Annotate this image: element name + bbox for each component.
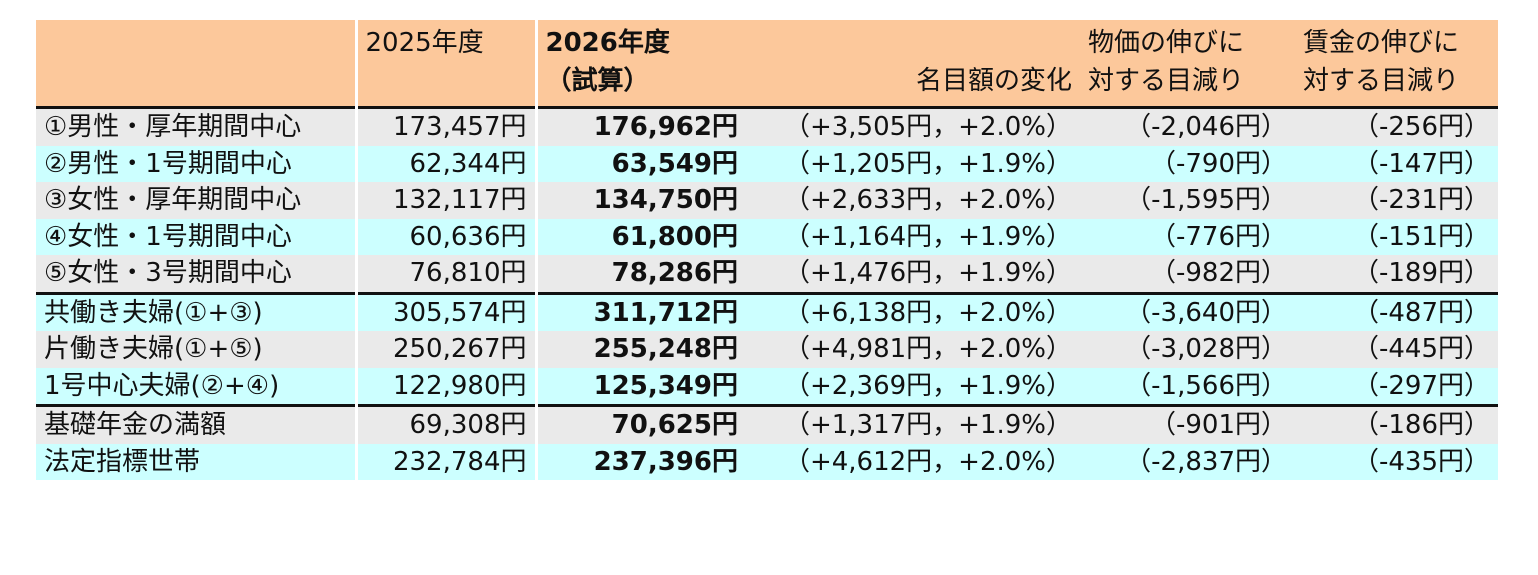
value-2025: 69,308円: [354, 404, 538, 444]
table-row: ①男性・厚年期間中心 173,457円 176,962円 （+3,505円，+2…: [36, 106, 1498, 146]
header-price-line1: 物価の伸びに: [1088, 28, 1245, 58]
value-2025: 305,574円: [354, 291, 538, 331]
wage-reduction: （-151円）: [1295, 218, 1498, 255]
value-2026: 78,286円: [536, 255, 746, 293]
wage-reduction: （-147円）: [1295, 145, 1498, 182]
header-wage-reduction: 賃金の伸びに 対する目減り: [1295, 20, 1498, 108]
table-row: 基礎年金の満額 69,308円 70,625円 （+1,317円，+1.9%） …: [36, 404, 1498, 444]
value-2025: 62,344円: [354, 145, 538, 182]
price-reduction: （-2,046円）: [1080, 106, 1295, 146]
header-2026-year: 2026年度: [545, 28, 670, 58]
row-label: 法定指標世帯: [36, 443, 356, 480]
value-2025: 122,980円: [354, 367, 538, 406]
value-2026: 255,248円: [536, 331, 746, 368]
nominal-change: （+1,205円，+1.9%）: [746, 145, 1080, 182]
price-reduction: （-3,028円）: [1080, 331, 1295, 368]
row-label: ①男性・厚年期間中心: [36, 106, 356, 146]
nominal-change: （+6,138円，+2.0%）: [746, 291, 1080, 331]
pension-table: 2025年度 2026年度 （試算） 名目額の変化 物価の伸びに 対する目減り …: [36, 20, 1498, 480]
nominal-change: （+1,476円，+1.9%）: [746, 255, 1080, 293]
wage-reduction: （-231円）: [1295, 182, 1498, 219]
nominal-change: （+1,317円，+1.9%）: [746, 404, 1080, 444]
value-2025: 173,457円: [354, 106, 538, 146]
wage-reduction: （-297円）: [1295, 367, 1498, 406]
nominal-change: （+1,164円，+1.9%）: [746, 218, 1080, 255]
row-label: ④女性・1号期間中心: [36, 218, 356, 255]
price-reduction: （-982円）: [1080, 255, 1295, 293]
value-2025: 250,267円: [354, 331, 538, 368]
value-2026: 125,349円: [536, 367, 746, 406]
value-2026: 134,750円: [536, 182, 746, 219]
nominal-change: （+4,981円，+2.0%）: [746, 331, 1080, 368]
header-2026-note: （試算）: [545, 66, 650, 96]
wage-reduction: （-435円）: [1295, 443, 1498, 480]
header-2025: 2025年度: [356, 20, 538, 108]
header-label: [36, 20, 358, 108]
table-row: 共働き夫婦(①+③) 305,574円 311,712円 （+6,138円，+2…: [36, 291, 1498, 331]
value-2026: 63,549円: [536, 145, 746, 182]
value-2026: 311,712円: [536, 291, 746, 331]
nominal-change: （+4,612円，+2.0%）: [746, 443, 1080, 480]
price-reduction: （-790円）: [1080, 145, 1295, 182]
value-2025: 76,810円: [354, 255, 538, 293]
price-reduction: （-2,837円）: [1080, 443, 1295, 480]
price-reduction: （-3,640円）: [1080, 291, 1295, 331]
row-label: ②男性・1号期間中心: [36, 145, 356, 182]
row-label: ③女性・厚年期間中心: [36, 182, 356, 219]
header-row: 2025年度 2026年度 （試算） 名目額の変化 物価の伸びに 対する目減り …: [36, 20, 1498, 108]
row-label: 基礎年金の満額: [36, 404, 356, 444]
header-nominal-change: 名目額の変化: [746, 20, 1080, 108]
value-2026: 61,800円: [536, 218, 746, 255]
header-price-line2: 対する目減り: [1088, 66, 1245, 96]
nominal-change: （+2,369円，+1.9%）: [746, 367, 1080, 406]
price-reduction: （-1,566円）: [1080, 367, 1295, 406]
table-row: ④女性・1号期間中心 60,636円 61,800円 （+1,164円，+1.9…: [36, 218, 1498, 255]
row-label: 片働き夫婦(①+⑤): [36, 331, 356, 368]
header-wage-line1: 賃金の伸びに: [1303, 28, 1460, 58]
table-row: 1号中心夫婦(②+④) 122,980円 125,349円 （+2,369円，+…: [36, 367, 1498, 406]
nominal-change: （+2,633円，+2.0%）: [746, 182, 1080, 219]
header-wage-line2: 対する目減り: [1303, 66, 1460, 96]
price-reduction: （-776円）: [1080, 218, 1295, 255]
price-reduction: （-901円）: [1080, 404, 1295, 444]
nominal-change: （+3,505円，+2.0%）: [746, 106, 1080, 146]
wage-reduction: （-186円）: [1295, 404, 1498, 444]
value-2026: 70,625円: [536, 404, 746, 444]
row-label: 共働き夫婦(①+③): [36, 291, 356, 331]
value-2025: 132,117円: [354, 182, 538, 219]
value-2026: 237,396円: [536, 443, 746, 480]
table-row: 片働き夫婦(①+⑤) 250,267円 255,248円 （+4,981円，+2…: [36, 331, 1498, 368]
row-label: 1号中心夫婦(②+④): [36, 367, 356, 406]
table-row: 法定指標世帯 232,784円 237,396円 （+4,612円，+2.0%）…: [36, 443, 1498, 480]
wage-reduction: （-487円）: [1295, 291, 1498, 331]
value-2026: 176,962円: [536, 106, 746, 146]
row-label: ⑤女性・3号期間中心: [36, 255, 356, 293]
header-2026: 2026年度 （試算）: [536, 20, 746, 108]
wage-reduction: （-445円）: [1295, 331, 1498, 368]
table-row: ③女性・厚年期間中心 132,117円 134,750円 （+2,633円，+2…: [36, 182, 1498, 219]
table-row: ⑤女性・3号期間中心 76,810円 78,286円 （+1,476円，+1.9…: [36, 255, 1498, 293]
wage-reduction: （-256円）: [1295, 106, 1498, 146]
wage-reduction: （-189円）: [1295, 255, 1498, 293]
value-2025: 232,784円: [354, 443, 538, 480]
table-row: ②男性・1号期間中心 62,344円 63,549円 （+1,205円，+1.9…: [36, 145, 1498, 182]
header-price-reduction: 物価の伸びに 対する目減り: [1080, 20, 1295, 108]
value-2025: 60,636円: [354, 218, 538, 255]
price-reduction: （-1,595円）: [1080, 182, 1295, 219]
